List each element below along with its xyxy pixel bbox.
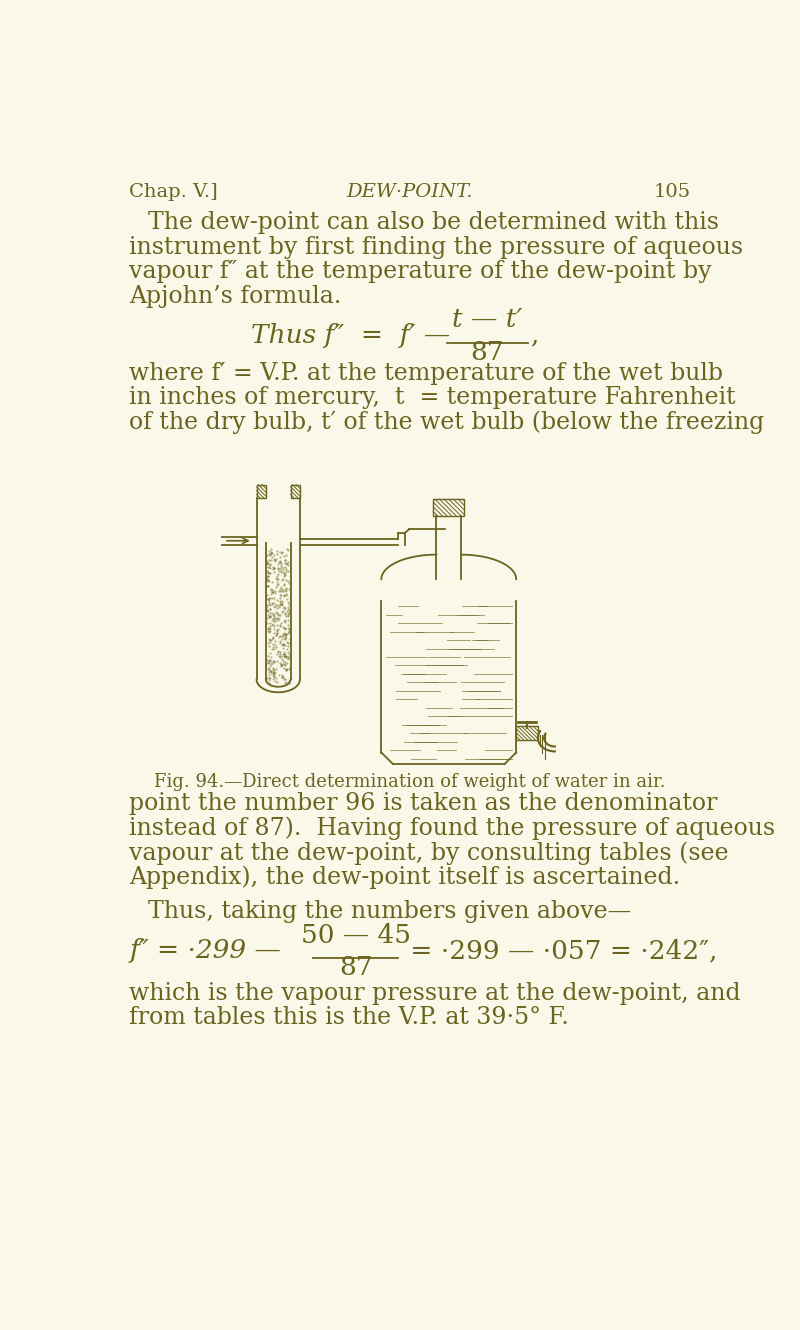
Text: vapour at the dew-point, by consulting tables (see: vapour at the dew-point, by consulting t… bbox=[130, 841, 729, 865]
Text: = ·299 — ·057 = ·242″,: = ·299 — ·057 = ·242″, bbox=[402, 938, 718, 963]
Text: instead of 87).  Having found the pressure of aqueous: instead of 87). Having found the pressur… bbox=[130, 817, 775, 839]
Text: 50 — 45: 50 — 45 bbox=[301, 923, 410, 948]
Text: where f′ = V.P. at the temperature of the wet bulb: where f′ = V.P. at the temperature of th… bbox=[130, 362, 723, 384]
Bar bbox=[290, 484, 300, 499]
Text: Thus f″  =  f′ —: Thus f″ = f′ — bbox=[251, 323, 450, 348]
Text: from tables this is the V.P. at 39·5° F.: from tables this is the V.P. at 39·5° F. bbox=[130, 1007, 570, 1029]
Text: Chap. V.]: Chap. V.] bbox=[130, 182, 218, 201]
Text: instrument by first finding the pressure of aqueous: instrument by first finding the pressure… bbox=[130, 235, 743, 258]
Text: Fig. 94.—Direct determination of weight of water in air.: Fig. 94.—Direct determination of weight … bbox=[154, 773, 666, 791]
Bar bbox=[434, 499, 464, 516]
Text: which is the vapour pressure at the dew-point, and: which is the vapour pressure at the dew-… bbox=[130, 982, 741, 1004]
Text: 105: 105 bbox=[654, 182, 690, 201]
Text: f″ = ·299 —: f″ = ·299 — bbox=[130, 938, 282, 963]
Bar bbox=[257, 484, 266, 499]
Text: 87: 87 bbox=[470, 339, 504, 364]
Text: Thus, taking the numbers given above—: Thus, taking the numbers given above— bbox=[148, 900, 631, 923]
Text: The dew-point can also be determined with this: The dew-point can also be determined wit… bbox=[148, 211, 719, 234]
Text: point the number 96 is taken as the denominator: point the number 96 is taken as the deno… bbox=[130, 793, 718, 815]
Text: DEW·POINT.: DEW·POINT. bbox=[346, 182, 474, 201]
Bar bbox=[516, 726, 538, 741]
Text: ,: , bbox=[530, 323, 538, 348]
Text: Apjohn’s formula.: Apjohn’s formula. bbox=[130, 285, 342, 307]
Text: of the dry bulb, t′ of the wet bulb (below the freezing: of the dry bulb, t′ of the wet bulb (bel… bbox=[130, 411, 765, 434]
Text: in inches of mercury,  t  = temperature Fahrenheit: in inches of mercury, t = temperature Fa… bbox=[130, 387, 736, 410]
Text: 87: 87 bbox=[339, 955, 373, 980]
Text: Appendix), the dew-point itself is ascertained.: Appendix), the dew-point itself is ascer… bbox=[130, 866, 681, 890]
Text: t — t′: t — t′ bbox=[452, 307, 522, 332]
Text: vapour f″ at the temperature of the dew-point by: vapour f″ at the temperature of the dew-… bbox=[130, 261, 712, 283]
